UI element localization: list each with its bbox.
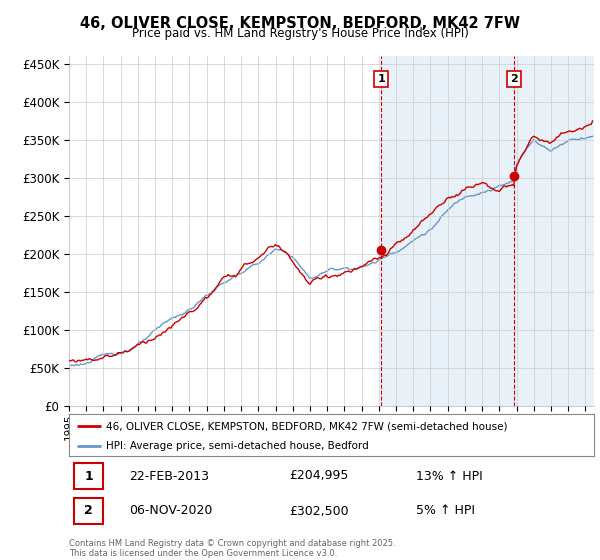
Text: 5% ↑ HPI: 5% ↑ HPI bbox=[415, 505, 475, 517]
Text: 1: 1 bbox=[377, 74, 385, 84]
Text: £204,995: £204,995 bbox=[290, 469, 349, 483]
FancyBboxPatch shape bbox=[74, 463, 103, 489]
FancyBboxPatch shape bbox=[74, 498, 103, 524]
Text: 06-NOV-2020: 06-NOV-2020 bbox=[130, 505, 213, 517]
Text: 2: 2 bbox=[85, 505, 93, 517]
Bar bbox=[381, 56, 594, 406]
Text: HPI: Average price, semi-detached house, Bedford: HPI: Average price, semi-detached house,… bbox=[106, 441, 368, 451]
Text: 13% ↑ HPI: 13% ↑ HPI bbox=[415, 469, 482, 483]
Text: 22-FEB-2013: 22-FEB-2013 bbox=[130, 469, 209, 483]
Text: Price paid vs. HM Land Registry's House Price Index (HPI): Price paid vs. HM Land Registry's House … bbox=[131, 27, 469, 40]
Text: 46, OLIVER CLOSE, KEMPSTON, BEDFORD, MK42 7FW: 46, OLIVER CLOSE, KEMPSTON, BEDFORD, MK4… bbox=[80, 16, 520, 31]
Text: 2: 2 bbox=[510, 74, 518, 84]
Text: Contains HM Land Registry data © Crown copyright and database right 2025.
This d: Contains HM Land Registry data © Crown c… bbox=[69, 539, 395, 558]
Text: 1: 1 bbox=[85, 469, 93, 483]
Text: £302,500: £302,500 bbox=[290, 505, 349, 517]
Text: 46, OLIVER CLOSE, KEMPSTON, BEDFORD, MK42 7FW (semi-detached house): 46, OLIVER CLOSE, KEMPSTON, BEDFORD, MK4… bbox=[106, 421, 507, 431]
